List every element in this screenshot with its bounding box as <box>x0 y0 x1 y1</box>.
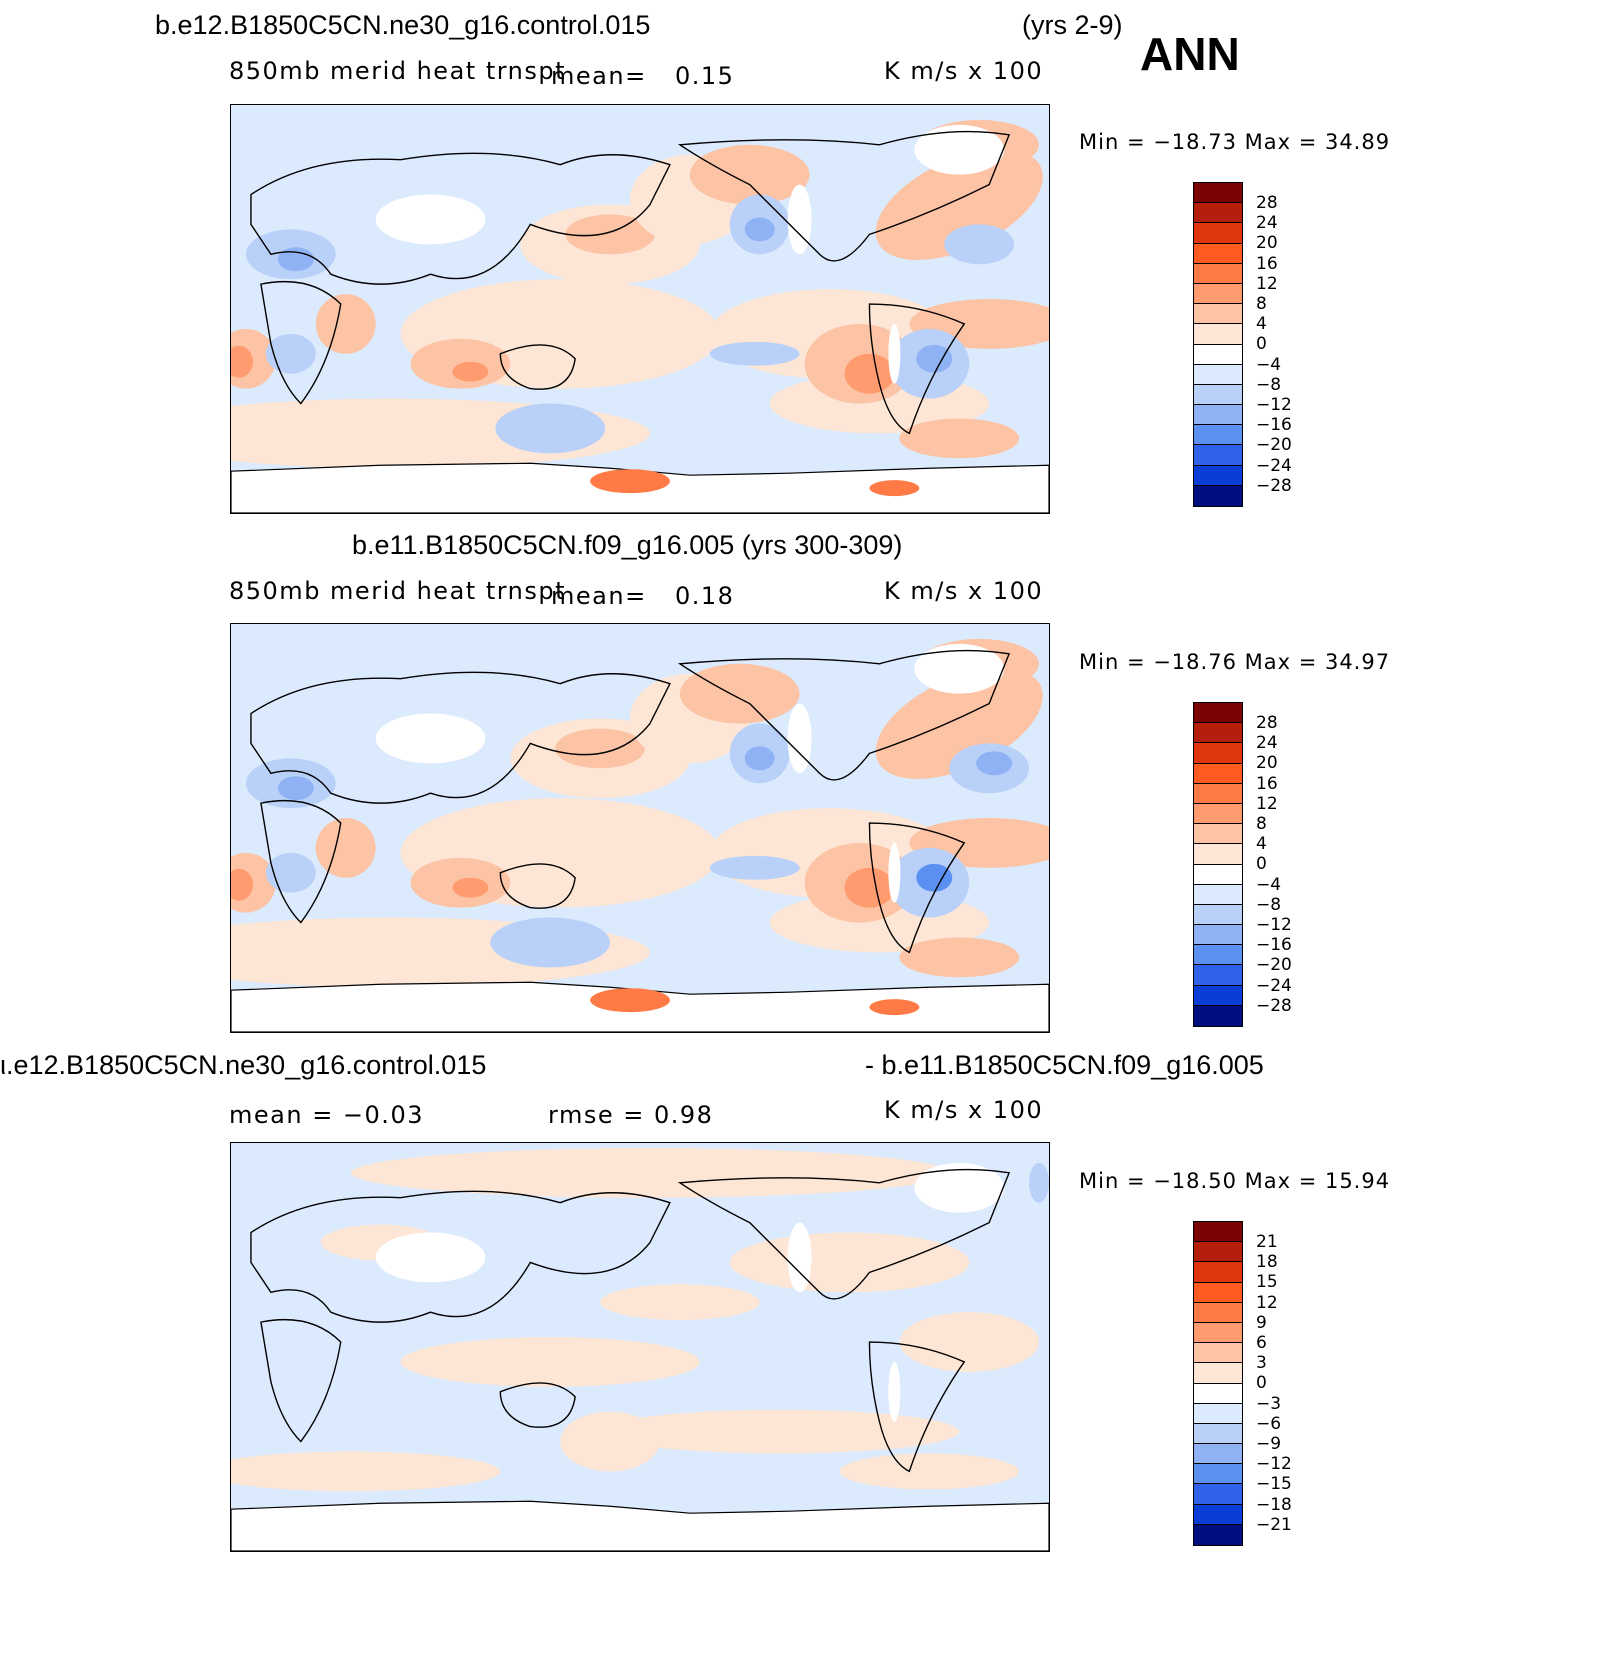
season-label: ANN <box>1140 28 1240 80</box>
panel1-mean-label: mean= <box>551 62 647 90</box>
panel1-min-max: Min = −18.73 Max = 34.89 <box>1079 130 1391 154</box>
panel2-contour-field <box>231 638 1049 1032</box>
tick-label: −16 <box>1256 935 1292 956</box>
tick-label: 4 <box>1256 834 1267 855</box>
panel2-map <box>230 623 1050 1033</box>
tick-label: 8 <box>1256 294 1267 315</box>
tick-label: −21 <box>1256 1514 1292 1535</box>
panel2-colorbar <box>1193 702 1243 1027</box>
tick-label: 20 <box>1256 753 1278 774</box>
panel2-mean-value: 0.18 <box>675 582 735 610</box>
panel2-mean-label: mean= <box>551 582 647 610</box>
panel3-colorbar <box>1193 1221 1243 1546</box>
tick-label: 12 <box>1256 1292 1278 1313</box>
panel3-title-left: ι.e12.B1850C5CN.ne30_g16.control.015 <box>0 1050 487 1080</box>
tick-label: −16 <box>1256 415 1292 436</box>
tick-label: 28 <box>1256 713 1278 733</box>
panel2-min-max: Min = −18.76 Max = 34.97 <box>1079 650 1391 674</box>
tick-label: −12 <box>1256 1454 1292 1475</box>
panel3-min-max: Min = −18.50 Max = 15.94 <box>1079 1169 1391 1193</box>
tick-label: 16 <box>1256 253 1278 274</box>
panel1-mean-value: 0.15 <box>675 62 735 90</box>
tick-label: −6 <box>1256 1413 1282 1434</box>
tick-label: 18 <box>1256 1252 1278 1273</box>
tick-label: −24 <box>1256 975 1292 996</box>
tick-label: 24 <box>1256 213 1278 234</box>
tick-label: 21 <box>1256 1232 1278 1252</box>
tick-label: −8 <box>1256 894 1282 915</box>
tick-label: 3 <box>1256 1353 1267 1374</box>
panel1-map <box>230 104 1050 514</box>
panel3-title-right: - b.e11.B1850C5CN.f09_g16.005 <box>865 1050 1264 1080</box>
tick-label: 28 <box>1256 193 1278 213</box>
tick-label: −12 <box>1256 915 1292 936</box>
tick-label: 4 <box>1256 314 1267 335</box>
tick-label: −12 <box>1256 395 1292 416</box>
tick-label: 0 <box>1256 1373 1267 1394</box>
panel1-variable: 850mb merid heat trnspt <box>229 57 567 85</box>
tick-label: −4 <box>1256 874 1282 895</box>
panel3-mean: mean = −0.03 <box>229 1101 424 1129</box>
tick-label: −9 <box>1256 1434 1282 1455</box>
tick-label: −20 <box>1256 435 1292 456</box>
panel2-colorbar-labels: 28 24 20 16 12 8 4 0 −4 −8 −12 −16 −20 −… <box>1256 713 1292 1016</box>
tick-label: 12 <box>1256 793 1278 814</box>
tick-label: 15 <box>1256 1272 1278 1293</box>
tick-label: 0 <box>1256 854 1267 875</box>
tick-label: −28 <box>1256 995 1292 1016</box>
panel1-contour-field <box>231 119 1049 513</box>
tick-label: −3 <box>1256 1393 1282 1414</box>
panel3-rmse: rmse = 0.98 <box>548 1101 714 1129</box>
tick-label: −20 <box>1256 955 1292 976</box>
panel1-title-left: b.e12.B1850C5CN.ne30_g16.control.015 <box>155 10 651 40</box>
panel3-units: K m/s x 100 <box>884 1096 1044 1124</box>
panel2-units: K m/s x 100 <box>884 577 1044 605</box>
tick-label: 20 <box>1256 233 1278 254</box>
tick-label: 0 <box>1256 334 1267 355</box>
panel1-title-right: (yrs 2-9) <box>1022 10 1123 40</box>
panel3-map <box>230 1142 1050 1552</box>
panel3-contour-field <box>231 1147 1049 1551</box>
panel2-variable: 850mb merid heat trnspt <box>229 577 567 605</box>
panel1-colorbar-labels: 28 24 20 16 12 8 4 0 −4 −8 −12 −16 −20 −… <box>1256 193 1292 496</box>
tick-label: 24 <box>1256 733 1278 754</box>
tick-label: −28 <box>1256 475 1292 496</box>
tick-label: 6 <box>1256 1333 1267 1354</box>
tick-label: 9 <box>1256 1312 1267 1333</box>
tick-label: 16 <box>1256 773 1278 794</box>
tick-label: −8 <box>1256 374 1282 395</box>
tick-label: −15 <box>1256 1474 1292 1495</box>
panel3-colorbar-labels: 21 18 15 12 9 6 3 0 −3 −6 −9 −12 −15 −18… <box>1256 1232 1292 1535</box>
tick-label: −24 <box>1256 455 1292 476</box>
tick-label: 8 <box>1256 814 1267 835</box>
tick-label: −4 <box>1256 354 1282 375</box>
tick-label: −18 <box>1256 1494 1292 1515</box>
panel1-units: K m/s x 100 <box>884 57 1044 85</box>
panel2-title: b.e11.B1850C5CN.f09_g16.005 (yrs 300-309… <box>352 530 903 560</box>
panel1-colorbar <box>1193 182 1243 507</box>
tick-label: 12 <box>1256 273 1278 294</box>
